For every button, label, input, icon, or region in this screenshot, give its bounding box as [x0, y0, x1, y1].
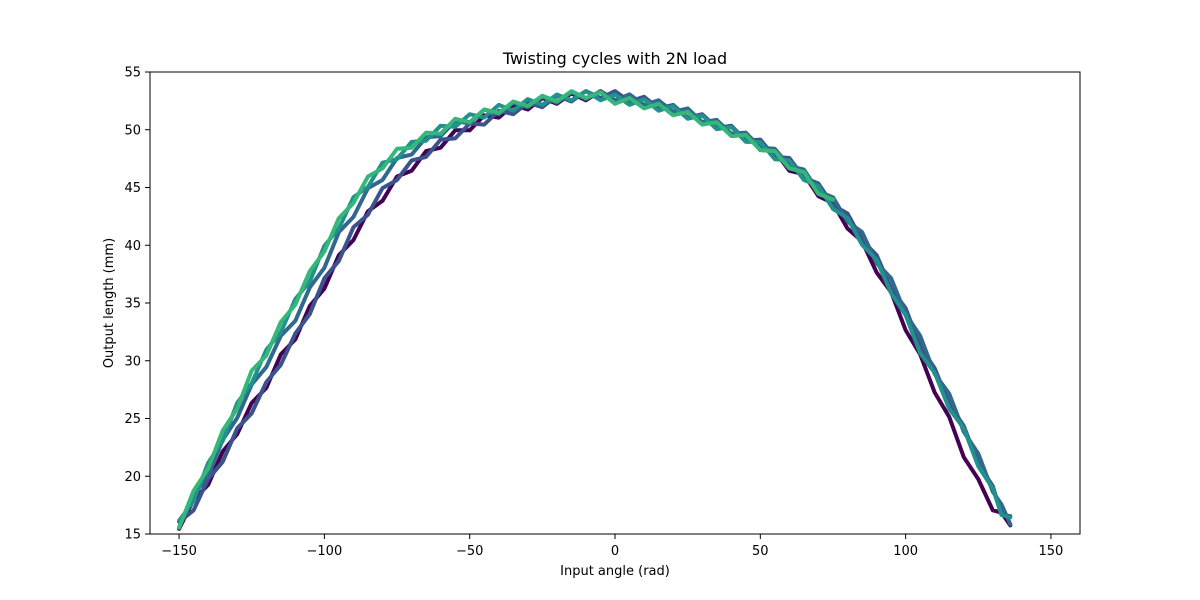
y-tick-label: 25: [124, 412, 141, 427]
x-tick-label: 0: [611, 544, 619, 559]
series-line-5: [177, 89, 835, 530]
x-tick-label: 150: [1039, 544, 1064, 559]
y-tick-label: 35: [124, 297, 141, 312]
y-tick-label: 50: [124, 123, 141, 138]
y-tick-label: 45: [124, 181, 141, 196]
series-layer: [177, 89, 1013, 531]
chart-title: Twisting cycles with 2N load: [502, 49, 727, 68]
y-tick-label: 15: [124, 528, 141, 543]
x-tick-label: −150: [161, 544, 197, 559]
x-tick-label: −50: [456, 544, 483, 559]
x-axis-label: Input angle (rad): [560, 564, 670, 579]
y-tick-label: 20: [124, 470, 141, 485]
x-tick-label: 50: [752, 544, 769, 559]
ticks-layer: −150 −100 −50 0 50 100 150 15 20 25 30 35 40 45 50 55: [124, 66, 1063, 560]
y-tick-label: 55: [124, 66, 141, 81]
x-tick-label: 100: [893, 544, 918, 559]
x-tick-label: −100: [307, 544, 343, 559]
y-tick-label: 40: [124, 239, 141, 254]
y-axis-label: Output length (mm): [102, 238, 117, 368]
y-tick-label: 30: [124, 354, 141, 369]
